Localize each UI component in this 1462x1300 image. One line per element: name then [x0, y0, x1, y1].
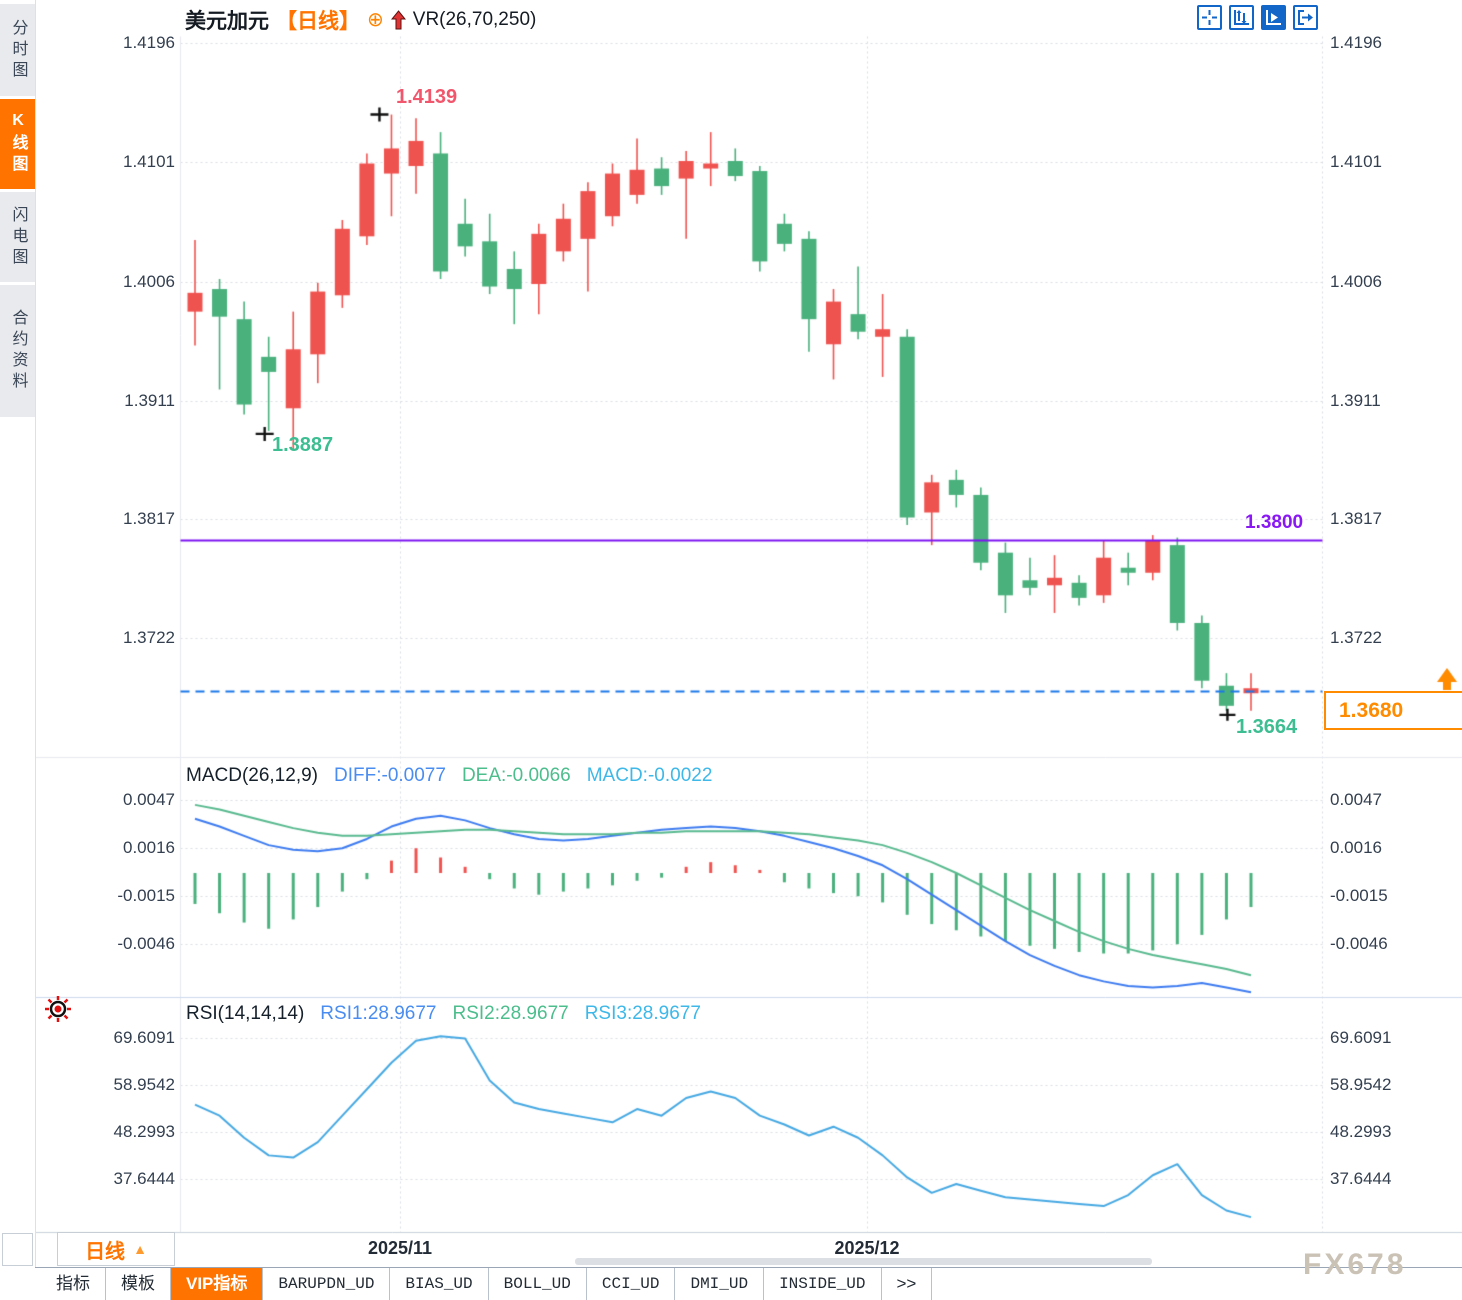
rsi3-value: RSI3:28.9677	[584, 1003, 701, 1024]
price-axis-label-left: 1.4101	[123, 152, 175, 172]
rsi-axis-label-left: 48.2993	[113, 1121, 175, 1141]
chart-header: 美元加元 【日线】 ⊕ VR(26,70,250)	[185, 6, 536, 34]
price-axis-label-left: 1.3911	[124, 390, 175, 410]
last-low-label: 1.3664	[1236, 716, 1298, 738]
up-arrow-icon	[390, 10, 406, 30]
price-axis-label-left: 1.4006	[123, 271, 175, 291]
rsi1-value: RSI1:28.9677	[320, 1003, 437, 1024]
sidebar-item-2[interactable]: 闪电图	[0, 192, 35, 282]
macd-axis-label-left: -0.0046	[117, 934, 175, 954]
bottom-tab-bar: 指标 模板 VIP指标 BARUPDN_UD BIAS_UD BOLL_UD CCI_UD D…	[35, 1267, 1462, 1300]
tab-bar-fill	[932, 1268, 1462, 1300]
macd-axis-label-left: -0.0015	[117, 886, 175, 906]
macd-axis-label-right: 0.0047	[1330, 790, 1382, 810]
rsi-panel-header: RSI(14,14,14) RSI1:28.9677 RSI2:28.9677 …	[186, 1003, 701, 1025]
bottom-tab-3[interactable]: BARUPDN_UD	[263, 1268, 391, 1300]
macd-title: MACD(26,12,9)	[186, 765, 318, 786]
macd-macd-value: MACD:-0.0022	[586, 765, 713, 786]
axis-scale-icon[interactable]	[1229, 5, 1254, 30]
macd-axis-label-right: -0.0015	[1330, 886, 1388, 906]
macd-dea-value: DEA:-0.0066	[461, 765, 571, 786]
macd-panel-header: MACD(26,12,9) DIFF:-0.0077 DEA:-0.0066 M…	[186, 765, 712, 787]
timeframe-arrow-icon: ▲	[133, 1241, 147, 1257]
x-axis-label-0: 2025/11	[367, 1238, 433, 1258]
sidebar-item-3[interactable]: 合约资料	[0, 285, 35, 417]
rsi-axis-label-right: 58.9542	[1330, 1074, 1392, 1094]
bottom-tab-6[interactable]: CCI_UD	[587, 1268, 676, 1300]
price-axis-label-right: 1.4006	[1330, 271, 1382, 291]
support-line-label: 1.3800	[1245, 512, 1304, 533]
axis-play-icon[interactable]	[1261, 5, 1286, 30]
sidebar-item-1[interactable]: K线图	[0, 99, 35, 189]
rsi2-value: RSI2:28.9677	[452, 1003, 569, 1024]
high-price-label: 1.4139	[396, 86, 458, 108]
rsi-axis-label-left: 69.6091	[113, 1028, 175, 1047]
chart-toolbar	[1197, 5, 1318, 30]
bottom-tab-1[interactable]: 模板	[106, 1268, 171, 1300]
export-icon[interactable]	[1293, 5, 1318, 30]
bottom-tab-4[interactable]: BIAS_UD	[390, 1268, 489, 1300]
symbol-title: 美元加元	[185, 10, 269, 33]
rsi-axis-label-right: 37.6444	[1330, 1168, 1392, 1188]
add-compare-icon[interactable]: ⊕	[367, 9, 384, 31]
crosshair-icon[interactable]	[1197, 5, 1222, 30]
price-axis-label-right: 1.3817	[1330, 508, 1382, 528]
indicator-settings-icon[interactable]	[44, 995, 72, 1023]
corner-box	[2, 1233, 33, 1266]
price-axis-label-right: 1.3911	[1330, 390, 1381, 410]
price-axis-label-right: 1.4101	[1330, 152, 1382, 172]
rsi-axis-label-right: 69.6091	[1330, 1028, 1392, 1047]
timeframe-button[interactable]: 日线 ▲	[57, 1232, 175, 1266]
macd-diff-value: DIFF:-0.0077	[334, 765, 446, 786]
rsi-axis-label-left: 58.9542	[113, 1074, 175, 1094]
macd-axis-label-right: 0.0016	[1330, 838, 1382, 858]
tab-scrollbar-thumb[interactable]	[575, 1258, 1152, 1265]
price-axis-label-left: 1.3817	[123, 508, 175, 528]
bottom-tab-2[interactable]: VIP指标	[171, 1268, 264, 1300]
macd-axis-label-right: -0.0046	[1330, 934, 1388, 954]
bottom-tab-0[interactable]: 指标	[41, 1268, 106, 1300]
rsi-title: RSI(14,14,14)	[186, 1003, 305, 1024]
low-price-label: 1.3887	[272, 434, 334, 456]
rsi-axis-label-left: 37.6444	[113, 1168, 175, 1188]
last-price-box: 1.3680	[1324, 691, 1462, 730]
macd-axis-label-left: 0.0047	[123, 790, 175, 810]
price-axis-label-left: 1.3722	[123, 628, 175, 648]
bottom-tab-8[interactable]: INSIDE_UD	[764, 1268, 882, 1300]
price-axis-label-left: 1.4196	[123, 33, 175, 52]
price-axis-label-right: 1.3722	[1330, 628, 1382, 648]
period-tag[interactable]: 【日线】	[276, 10, 360, 33]
rsi-axis-label-right: 48.2993	[1330, 1121, 1392, 1141]
indicator-title: VR(26,70,250)	[412, 9, 537, 30]
sidebar-item-0[interactable]: 分时图	[0, 4, 35, 96]
timeframe-label: 日线	[85, 1240, 126, 1263]
bottom-tab-5[interactable]: BOLL_UD	[489, 1268, 587, 1300]
macd-axis-label-left: 0.0016	[123, 838, 175, 858]
sidebar: 分时图 K线图 闪电图 合约资料	[0, 0, 36, 1300]
bottom-tab-9[interactable]: >>	[882, 1268, 933, 1300]
price-axis-label-right: 1.4196	[1330, 33, 1382, 52]
x-axis-label-1: 2025/12	[834, 1238, 900, 1258]
bottom-tab-7[interactable]: DMI_UD	[675, 1268, 765, 1300]
